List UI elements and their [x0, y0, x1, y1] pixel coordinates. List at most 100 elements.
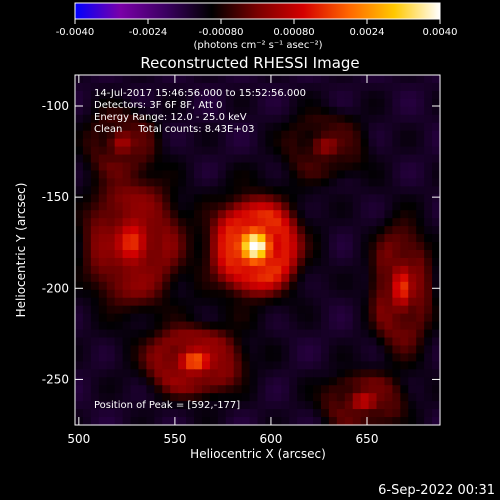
- heatmap-pixel: [106, 186, 116, 195]
- heatmap-pixel: [408, 170, 417, 179]
- heatmap-pixel: [432, 170, 441, 179]
- heatmap-pixel: [432, 114, 441, 124]
- heatmap-pixel: [400, 369, 409, 378]
- heatmap-pixel: [90, 114, 100, 124]
- heatmap-pixel: [376, 305, 386, 315]
- heatmap-pixel: [305, 234, 314, 243]
- heatmap-pixel: [154, 377, 163, 386]
- heatmap-pixel: [328, 114, 338, 124]
- heatmap-pixel: [233, 273, 243, 283]
- heatmap-pixel: [313, 194, 322, 203]
- heatmap-pixel: [368, 178, 378, 187]
- heatmap-pixel: [225, 226, 235, 235]
- heatmap-pixel: [320, 178, 330, 187]
- heatmap-pixel: [178, 114, 187, 124]
- heatmap-pixel: [265, 345, 274, 354]
- heatmap-pixel: [170, 313, 179, 323]
- heatmap-pixel: [138, 98, 148, 108]
- heatmap-pixel: [154, 361, 163, 370]
- heatmap-pixel: [162, 250, 171, 259]
- heatmap-pixel: [162, 202, 171, 211]
- heatmap-pixel: [98, 313, 108, 323]
- heatmap-pixel: [360, 409, 370, 418]
- heatmap-pixel: [257, 234, 267, 243]
- heatmap-pixel: [400, 409, 409, 418]
- heatmap-pixel: [305, 393, 314, 402]
- heatmap-pixel: [162, 170, 171, 179]
- heatmap-pixel: [305, 345, 314, 354]
- heatmap-pixel: [138, 210, 148, 219]
- heatmap-pixel: [138, 218, 148, 227]
- heatmap-pixel: [209, 82, 219, 92]
- heatmap-pixel: [273, 90, 282, 100]
- heatmap-pixel: [384, 186, 393, 195]
- heatmap-pixel: [138, 313, 148, 323]
- heatmap-pixel: [400, 98, 409, 108]
- heatmap-pixel: [138, 162, 148, 172]
- heatmap-pixel: [336, 202, 346, 211]
- heatmap-pixel: [289, 257, 298, 267]
- heatmap-pixel: [400, 385, 409, 394]
- heatmap-pixel: [170, 242, 179, 251]
- heatmap-pixel: [257, 154, 267, 164]
- heatmap-pixel: [225, 122, 235, 132]
- heatmap-pixel: [82, 162, 92, 172]
- heatmap-pixel: [201, 154, 211, 164]
- heatmap-pixel: [416, 186, 425, 195]
- heatmap-pixel: [225, 361, 235, 370]
- heatmap-pixel: [233, 353, 243, 362]
- heatmap-pixel: [384, 401, 393, 410]
- heatmap-pixel: [106, 130, 116, 140]
- heatmap-pixel: [400, 75, 409, 84]
- heatmap-pixel: [384, 202, 393, 211]
- heatmap-pixel: [392, 226, 401, 235]
- heatmap-pixel: [233, 234, 243, 243]
- heatmap-pixel: [106, 226, 116, 235]
- heatmap-pixel: [265, 417, 274, 426]
- heatmap-pixel: [257, 401, 267, 410]
- heatmap-pixel: [186, 377, 195, 386]
- heatmap-pixel: [98, 417, 108, 426]
- heatmap-pixel: [392, 393, 401, 402]
- heatmap-pixel: [368, 194, 378, 203]
- heatmap-pixel: [384, 409, 393, 418]
- heatmap-pixel: [336, 289, 346, 299]
- heatmap-pixel: [194, 281, 203, 291]
- heatmap-pixel: [352, 265, 362, 275]
- heatmap-pixel: [178, 257, 187, 267]
- heatmap-pixel: [138, 90, 148, 100]
- heatmap-pixel: [392, 250, 401, 259]
- heatmap-pixel: [344, 321, 354, 331]
- heatmap-pixel: [162, 337, 171, 347]
- heatmap-pixel: [82, 273, 92, 283]
- heatmap-pixel: [209, 385, 219, 394]
- heatmap-pixel: [392, 273, 401, 283]
- heatmap-pixel: [352, 234, 362, 243]
- heatmap-pixel: [281, 393, 290, 402]
- heatmap-pixel: [233, 130, 243, 140]
- heatmap-pixel: [249, 114, 259, 124]
- heatmap-pixel: [408, 409, 417, 418]
- heatmap-pixel: [225, 345, 235, 354]
- heatmap-pixel: [233, 393, 243, 402]
- heatmap-pixel: [186, 257, 195, 267]
- heatmap-pixel: [90, 162, 100, 172]
- heatmap-pixel: [400, 393, 409, 402]
- heatmap-pixel: [98, 393, 108, 402]
- heatmap-pixel: [130, 82, 140, 92]
- heatmap-pixel: [241, 114, 251, 124]
- heatmap-pixel: [82, 329, 92, 339]
- heatmap-pixel: [424, 234, 433, 243]
- heatmap-pixel: [186, 361, 195, 370]
- heatmap-pixel: [281, 281, 290, 291]
- heatmap-pixel: [384, 234, 393, 243]
- heatmap-pixel: [352, 369, 362, 378]
- heatmap-pixel: [432, 401, 441, 410]
- heatmap-pixel: [130, 162, 140, 172]
- heatmap-pixel: [360, 305, 370, 315]
- heatmap-pixel: [352, 401, 362, 410]
- heatmap-pixel: [328, 257, 338, 267]
- heatmap-pixel: [408, 226, 417, 235]
- heatmap-pixel: [146, 98, 155, 108]
- heatmap-pixel: [122, 345, 132, 354]
